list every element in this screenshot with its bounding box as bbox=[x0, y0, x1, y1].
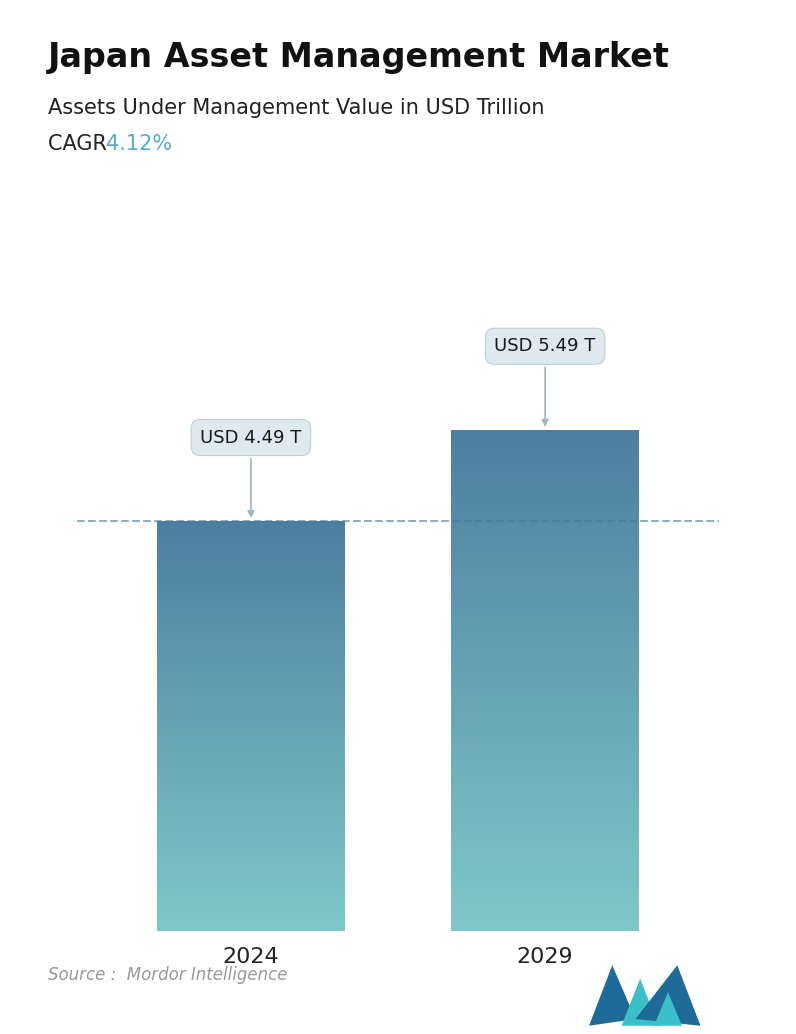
Text: 4.12%: 4.12% bbox=[106, 134, 172, 154]
Text: USD 5.49 T: USD 5.49 T bbox=[494, 337, 595, 425]
Polygon shape bbox=[635, 966, 700, 1026]
Polygon shape bbox=[622, 978, 659, 1026]
Text: CAGR: CAGR bbox=[48, 134, 113, 154]
Polygon shape bbox=[589, 966, 635, 1026]
Text: Assets Under Management Value in USD Trillion: Assets Under Management Value in USD Tri… bbox=[48, 98, 544, 118]
Text: Japan Asset Management Market: Japan Asset Management Market bbox=[48, 41, 669, 74]
Text: Source :  Mordor Intelligence: Source : Mordor Intelligence bbox=[48, 967, 287, 984]
Text: USD 4.49 T: USD 4.49 T bbox=[201, 428, 302, 516]
Polygon shape bbox=[654, 993, 682, 1026]
